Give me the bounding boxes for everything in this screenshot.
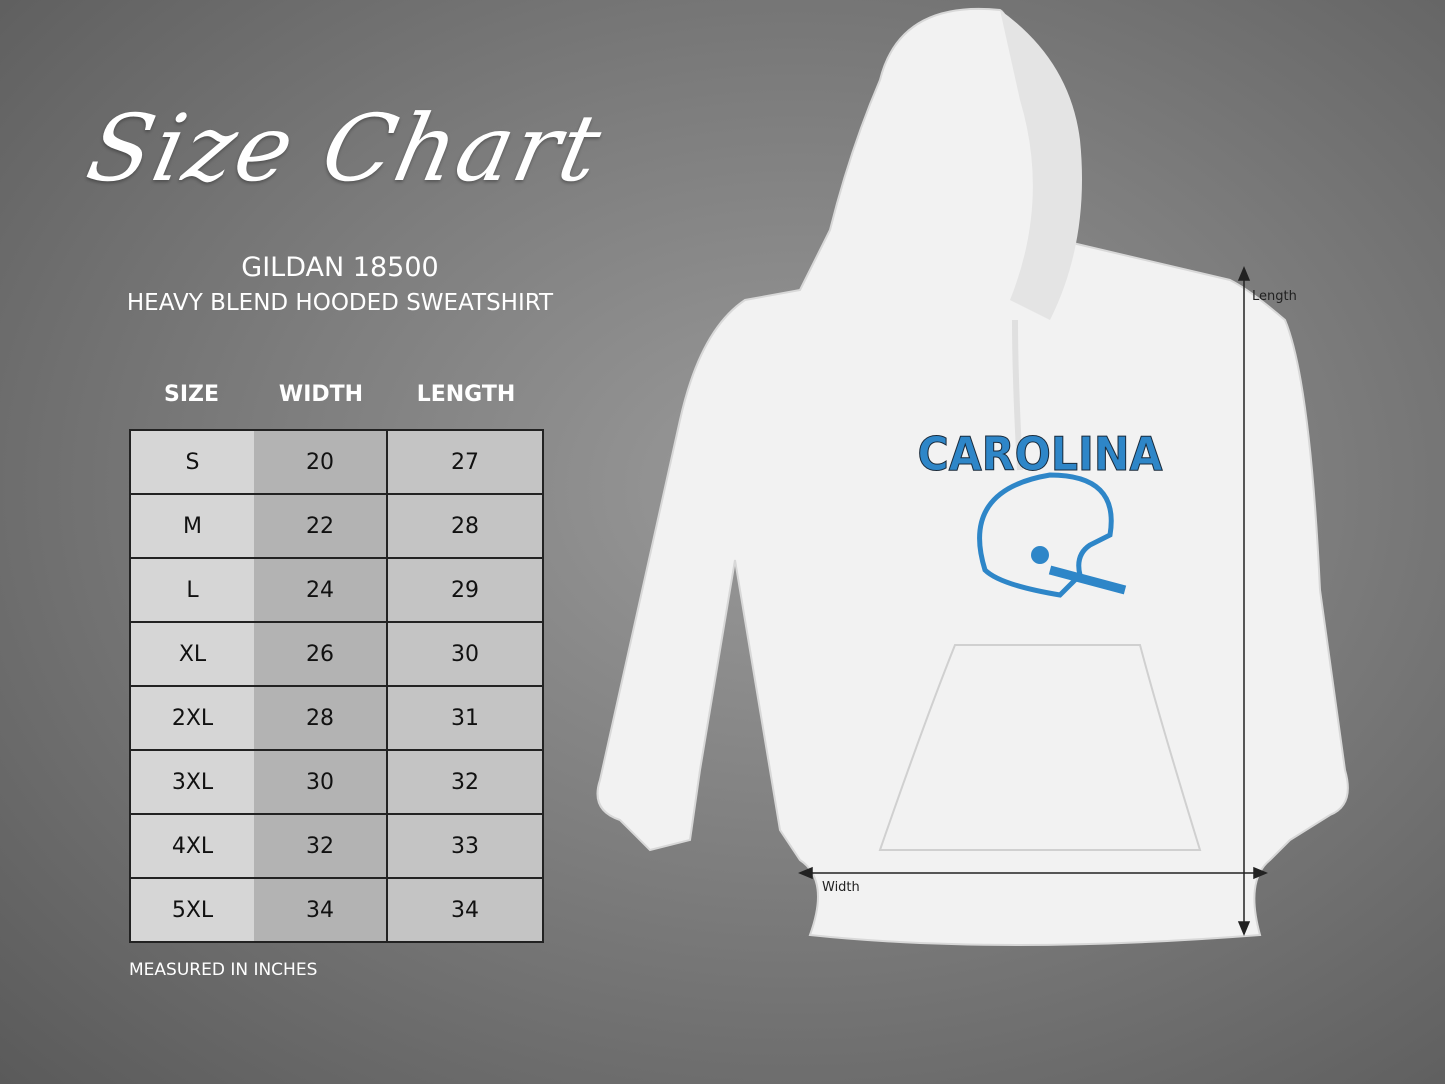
header-size: SIZE (163, 382, 219, 407)
helmet-icon (977, 472, 1127, 598)
width-cell: 32 (254, 813, 388, 879)
width-cell: 20 (254, 429, 388, 495)
hood-opening (1000, 10, 1082, 320)
length-cell: 32 (386, 749, 544, 815)
size-cell: M (129, 493, 254, 559)
table-row: 4XL 32 33 (129, 813, 544, 879)
carolina-print: CAROLINA (918, 427, 1163, 481)
size-chart-title: Size Chart (78, 95, 612, 202)
size-table: S 20 27 M 22 28 L 24 29 XL 26 30 2XL 28 31 3XL 30 32 4XL 32… (129, 429, 544, 943)
size-cell: 4XL (129, 813, 254, 879)
width-cell: 30 (254, 749, 388, 815)
table-row: 3XL 30 32 (129, 749, 544, 815)
hoodie-image: CAROLINA (596, 7, 1349, 946)
width-cell: 26 (254, 621, 388, 687)
length-cell: 30 (386, 621, 544, 687)
width-cell: 22 (254, 493, 388, 559)
width-cell: 34 (254, 877, 388, 943)
width-arrow (798, 866, 1268, 880)
length-label: Length (1252, 289, 1297, 304)
size-cell: 2XL (129, 685, 254, 751)
width-label: Width (822, 880, 860, 895)
units-note: MEASURED IN INCHES (129, 960, 318, 980)
table-row: L 24 29 (129, 557, 544, 623)
length-arrow (1237, 266, 1251, 936)
hoodie-body (596, 7, 1349, 946)
table-row: XL 26 30 (129, 621, 544, 687)
length-cell: 29 (386, 557, 544, 623)
width-cell: 24 (254, 557, 388, 623)
length-cell: 27 (386, 429, 544, 495)
pocket (878, 644, 1202, 851)
header-length: LENGTH (416, 382, 516, 407)
length-cell: 31 (386, 685, 544, 751)
length-cell: 33 (386, 813, 544, 879)
size-cell: L (129, 557, 254, 623)
brand-model: GILDAN 18500 (241, 252, 439, 283)
table-row: S 20 27 (129, 429, 544, 495)
length-cell: 28 (386, 493, 544, 559)
size-cell: 5XL (129, 877, 254, 943)
header-width: WIDTH (278, 382, 364, 407)
table-row: M 22 28 (129, 493, 544, 559)
size-cell: 3XL (129, 749, 254, 815)
size-cell: XL (129, 621, 254, 687)
table-row: 5XL 34 34 (129, 877, 544, 943)
width-cell: 28 (254, 685, 388, 751)
table-row: 2XL 28 31 (129, 685, 544, 751)
length-cell: 34 (386, 877, 544, 943)
drawstring (1012, 319, 1023, 471)
product-name: HEAVY BLEND HOODED SWEATSHIRT (126, 290, 554, 316)
size-cell: S (129, 429, 254, 495)
